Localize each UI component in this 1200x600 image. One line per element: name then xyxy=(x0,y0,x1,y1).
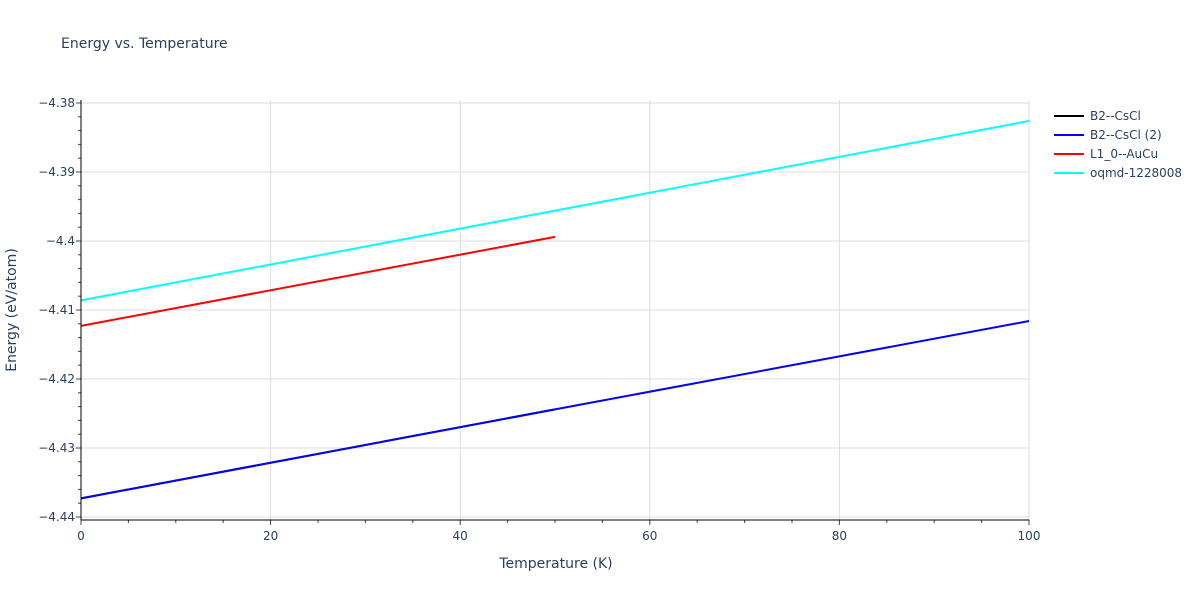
legend-label: B2--CsCl (2) xyxy=(1090,127,1162,142)
legend: B2--CsCl B2--CsCl (2) L1_0--AuCu oqmd-12… xyxy=(1054,106,1182,182)
x-axis-title: Temperature (K) xyxy=(498,556,612,572)
series-line[interactable] xyxy=(80,119,1030,302)
legend-label: B2--CsCl xyxy=(1090,108,1141,123)
chart-title: Energy vs. Temperature xyxy=(61,36,228,52)
axes: 0 20 40 60 80 100 −4.38 −4.39 −4.4 −4.41 −4.42 −4.4… xyxy=(38,96,1040,543)
legend-swatch-blue xyxy=(1054,133,1084,136)
x-tick-label: 60 xyxy=(642,529,657,543)
series-line[interactable] xyxy=(80,235,556,327)
x-tick-label: 40 xyxy=(453,529,468,543)
legend-swatch-red xyxy=(1054,152,1084,155)
y-tick-label: −4.44 xyxy=(38,510,75,524)
legend-label: L1_0--AuCu xyxy=(1090,146,1159,161)
x-tick-label: 100 xyxy=(1018,529,1041,543)
y-axis-title: Energy (eV/atom) xyxy=(4,248,20,372)
x-tick-label: 20 xyxy=(263,529,278,543)
legend-swatch-black xyxy=(1054,114,1084,117)
legend-item-b2-cscl[interactable]: B2--CsCl xyxy=(1054,106,1182,125)
series-line[interactable] xyxy=(80,320,1030,500)
gridlines xyxy=(81,100,1030,520)
x-tick-label: 80 xyxy=(832,529,847,543)
y-tick-label: −4.38 xyxy=(38,96,75,110)
data-lines xyxy=(80,119,1030,500)
legend-swatch-cyan xyxy=(1054,171,1084,174)
legend-label: oqmd-1228008 xyxy=(1090,165,1183,180)
y-tick-label: −4.42 xyxy=(38,372,75,386)
y-tick-label: −4.4 xyxy=(46,234,75,248)
y-tick-label: −4.39 xyxy=(38,165,75,179)
legend-item-b2-cscl-2[interactable]: B2--CsCl (2) xyxy=(1054,125,1182,144)
y-tick-label: −4.41 xyxy=(38,303,75,317)
legend-item-l10-aucu[interactable]: L1_0--AuCu xyxy=(1054,144,1182,163)
x-tick-label: 0 xyxy=(77,529,85,543)
y-tick-label: −4.43 xyxy=(38,441,75,455)
legend-item-oqmd[interactable]: oqmd-1228008 xyxy=(1054,163,1182,182)
